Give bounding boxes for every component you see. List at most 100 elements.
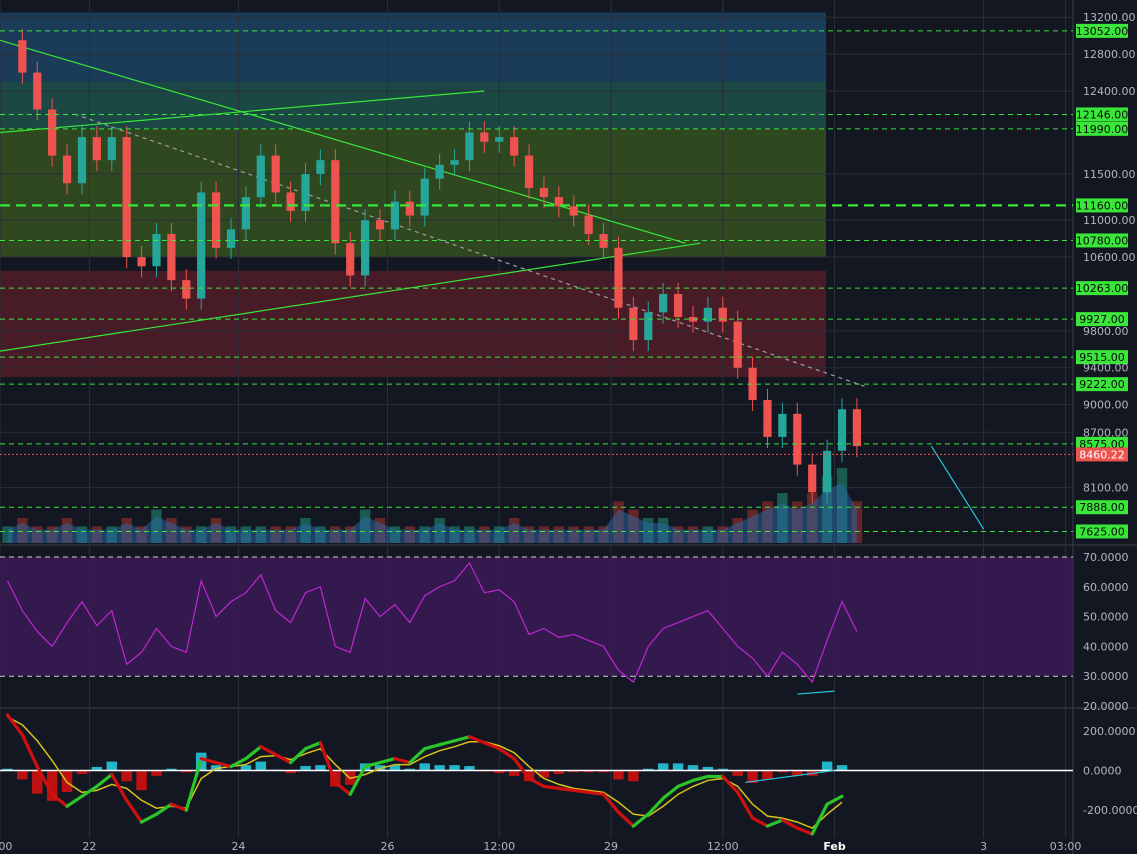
macd-histogram-bar — [568, 770, 579, 773]
level-tag — [1076, 350, 1128, 365]
level-tag — [1076, 281, 1128, 296]
candle — [301, 174, 310, 211]
macd-histogram-bar — [717, 768, 729, 771]
volume-area — [7, 483, 857, 543]
macd-line-segment — [289, 747, 308, 765]
macd-line-segment — [408, 747, 427, 765]
time-tick-label: 22 — [82, 840, 96, 853]
level-tag — [1076, 524, 1128, 539]
rsi-panel: 70.0000 60.0000 50.0000 40.0000 30.0000 20.00… — [0, 551, 1129, 713]
rsi-tick-label: 50.0000 — [1083, 611, 1129, 624]
macd-histogram-bar — [613, 770, 624, 780]
candle — [823, 450, 832, 493]
level-tag — [1076, 233, 1128, 248]
last-price-label: 8460.22 — [1079, 448, 1125, 461]
candle — [346, 243, 355, 276]
time-tick-label: Feb — [823, 840, 846, 853]
macd-histogram-bar — [255, 761, 267, 771]
candle — [286, 192, 295, 211]
level-label: 9927.00 — [1079, 313, 1125, 326]
candle — [763, 400, 772, 437]
macd-histogram-bar — [300, 766, 311, 771]
macd-line-segment — [363, 760, 382, 769]
price-tick-label: 9800.00 — [1083, 325, 1129, 338]
macd-line-segment — [512, 757, 531, 781]
candle — [182, 280, 191, 299]
macd-line-segment — [274, 753, 293, 765]
macd-histogram-bar — [434, 765, 445, 771]
candle — [107, 137, 116, 161]
macd-divergence-line — [745, 769, 835, 784]
macd-histogram-bar — [687, 765, 699, 771]
macd-line-segment — [348, 764, 367, 796]
macd-line-segment — [229, 757, 248, 769]
candle — [629, 307, 638, 341]
future-area — [826, 0, 1073, 543]
price-zone — [0, 270, 826, 377]
macd-line-segment — [423, 743, 442, 751]
macd-histogram-bar — [76, 770, 88, 775]
candle — [569, 206, 578, 216]
candle — [539, 187, 549, 198]
level-tag — [1076, 198, 1128, 213]
macd-line-segment — [646, 796, 665, 816]
price-tick-label: 13200.00 — [1083, 11, 1136, 24]
price-axis: 13200.00 12800.00 12400.00 11500.00 11000.00… — [1083, 11, 1136, 494]
macd-histogram-bar — [762, 770, 773, 780]
rsi-band-fill — [0, 556, 1073, 677]
rsi-tick-label: 30.0000 — [1083, 670, 1129, 683]
candle — [197, 192, 206, 299]
candle — [77, 137, 87, 184]
macd-histogram-bar — [389, 765, 401, 771]
macd-histogram-bar — [747, 770, 758, 784]
rsi-line — [6, 561, 858, 684]
macd-histogram-bar — [657, 763, 669, 771]
level-label: 13052.00 — [1076, 25, 1129, 38]
macd-histogram-bar — [136, 770, 147, 791]
macd-histogram-bar — [702, 766, 714, 771]
candle — [495, 137, 504, 142]
candle — [390, 201, 400, 230]
candle — [510, 137, 519, 156]
time-tick-label: 03:00 — [1050, 840, 1082, 853]
macd-histogram-bar — [598, 770, 609, 773]
candle — [361, 220, 370, 276]
macd-line-segment — [572, 788, 591, 794]
candle — [226, 229, 236, 248]
candle — [420, 178, 429, 216]
candle — [778, 413, 787, 437]
candle — [733, 321, 742, 368]
time-tick-label: 12:00 — [483, 840, 515, 853]
candle — [644, 312, 653, 341]
price-tick-label: 8100.00 — [1083, 482, 1129, 495]
level-tag — [1076, 312, 1128, 327]
level-tag — [1076, 23, 1128, 38]
macd-histogram-bar — [315, 765, 326, 771]
macd-line-segment — [601, 792, 621, 814]
candle — [450, 160, 459, 165]
price-tick-label: 10600.00 — [1083, 251, 1136, 264]
trendline-dashed — [74, 113, 865, 387]
level-label: 12146.00 — [1076, 108, 1129, 121]
divergence-line — [930, 445, 985, 530]
candle — [435, 164, 444, 179]
level-label: 9222.00 — [1079, 378, 1125, 391]
candle — [405, 201, 414, 216]
macd-histogram-bar — [508, 770, 520, 776]
rsi-divergence-line — [797, 690, 835, 695]
trendline-ascending — [0, 242, 701, 352]
candle — [331, 160, 340, 244]
candle — [837, 409, 847, 451]
volume-bars — [2, 468, 863, 543]
price-tick-label: 9000.00 — [1083, 399, 1129, 412]
price-tick-label: 12800.00 — [1083, 48, 1136, 61]
candle — [688, 317, 698, 322]
candle — [584, 215, 593, 234]
macd-histogram-bar — [240, 765, 252, 771]
macd-histogram-bar — [777, 770, 788, 773]
macd-histogram-bar — [821, 761, 833, 771]
rsi-tick-label: 60.0000 — [1083, 581, 1129, 594]
macd-line-segment — [542, 784, 561, 790]
candle — [241, 197, 250, 230]
